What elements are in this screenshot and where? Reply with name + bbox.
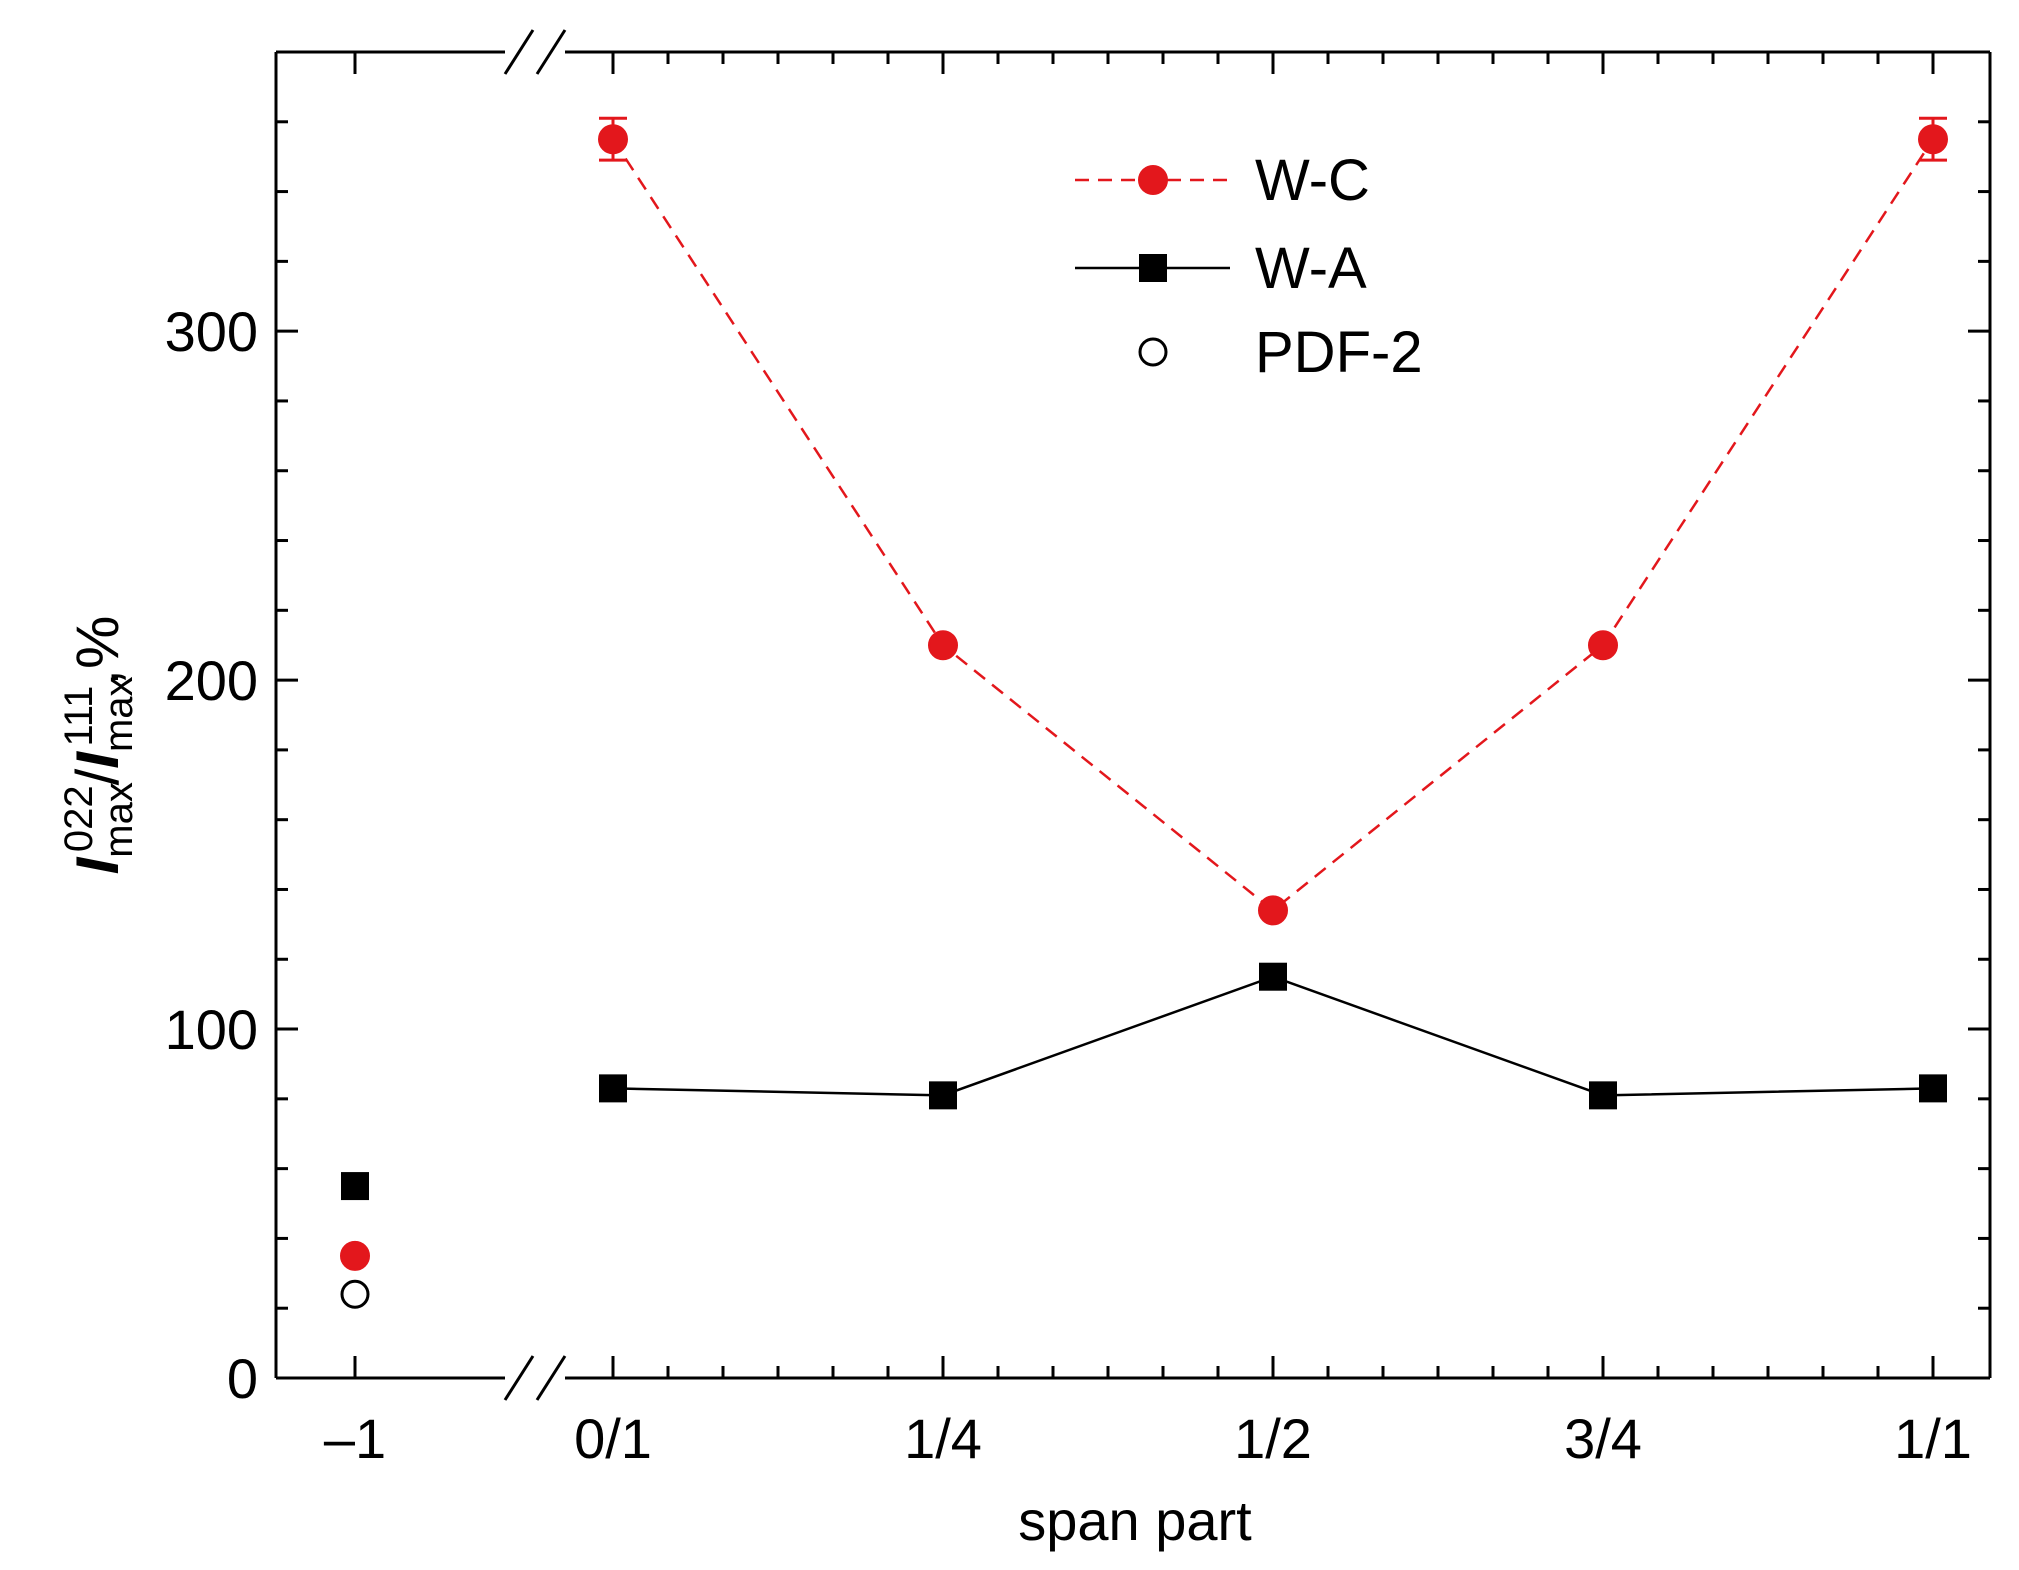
y-tick-label: 300 [165, 300, 258, 363]
series-w-c [340, 116, 1948, 1271]
data-point-w-c [1588, 630, 1618, 661]
x-tick-label: 1/4 [904, 1407, 982, 1470]
axis-break-mark-top [535, 29, 567, 75]
data-point-w-c [1918, 124, 1948, 155]
data-point-w-a [929, 1081, 957, 1110]
x-tick-label: 0/1 [574, 1407, 652, 1470]
y-axis-title-part: max [97, 782, 141, 858]
y-axis-title-part: 111 [57, 686, 101, 747]
data-point-w-a [1919, 1074, 1947, 1103]
legend-marker-pdf-2 [1138, 337, 1168, 367]
x-tick-label: –1 [324, 1407, 386, 1470]
data-point-w-c [598, 124, 628, 155]
y-tick-label: 200 [165, 649, 258, 712]
x-tick-label: 1/2 [1234, 1407, 1312, 1470]
ticks: 0 100 200 300 –1 0/1 1/4 1/2 3/4 1/1 [165, 52, 1990, 1470]
y-axis-title: Imax022/Imax111,% [57, 616, 141, 875]
data-point-w-c [928, 630, 958, 661]
y-axis-title-part: 022 [57, 785, 101, 852]
data-point-w-a [1259, 962, 1287, 991]
axis-break-mark-bottom [503, 1355, 535, 1401]
legend-label-w-a: W-A [1255, 236, 1367, 301]
y-axis-title-part: ,% [64, 616, 131, 686]
data-point-w-c [340, 1240, 370, 1271]
y-axis-title-part: / [64, 768, 131, 785]
x-axis-title: span part [1018, 1489, 1252, 1552]
y-tick-label: 100 [165, 998, 258, 1061]
series-w-a [341, 962, 1947, 1201]
series-layer [340, 116, 1948, 1309]
legend-marker-w-a [1139, 254, 1167, 282]
legend-label-pdf-2: PDF-2 [1255, 320, 1423, 385]
series-line-w-a [612, 975, 1934, 1097]
legend-item-w-a: W-A [1075, 236, 1367, 301]
data-point-w-a [1589, 1081, 1617, 1110]
legend-item-pdf-2: PDF-2 [1138, 320, 1423, 385]
axis-break-mark-top [503, 29, 535, 75]
legend: W-C W-A PDF-2 [1075, 148, 1423, 385]
legend-marker-w-c [1138, 165, 1168, 195]
data-point-w-c [1258, 895, 1288, 926]
series-line-w-c [611, 138, 1935, 913]
axis-break-mark-bottom [535, 1355, 567, 1401]
y-tick-label: 0 [227, 1347, 258, 1410]
axes [274, 29, 1992, 1401]
series-pdf-2 [340, 1279, 370, 1309]
legend-item-w-c: W-C [1075, 148, 1370, 213]
y-axis-title-part: max [97, 676, 141, 752]
y-axis-title-part: I [64, 751, 131, 769]
data-point-w-a [341, 1172, 369, 1201]
data-point-w-a [599, 1074, 627, 1103]
y-axis-title-part: I [64, 856, 131, 874]
x-tick-label: 3/4 [1564, 1407, 1642, 1470]
data-point-pdf-2 [340, 1279, 370, 1309]
legend-label-w-c: W-C [1255, 148, 1370, 213]
x-tick-label: 1/1 [1894, 1407, 1972, 1470]
